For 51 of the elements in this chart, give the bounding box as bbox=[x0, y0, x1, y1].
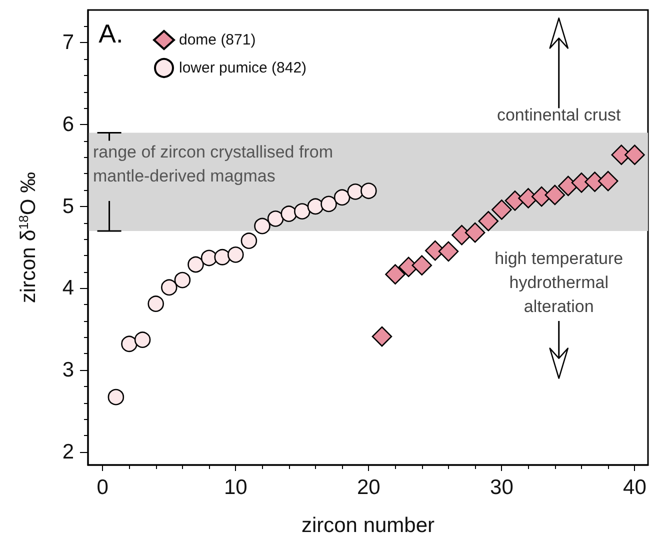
point bbox=[134, 332, 151, 348]
point bbox=[240, 232, 258, 249]
point bbox=[267, 210, 284, 227]
point bbox=[347, 184, 364, 200]
point bbox=[228, 246, 244, 263]
x-tick-label: 30 bbox=[490, 476, 514, 499]
x-tick-label: 20 bbox=[356, 476, 380, 499]
point bbox=[464, 222, 486, 243]
point bbox=[214, 248, 230, 266]
y-tick-label: 2 bbox=[62, 440, 74, 464]
point bbox=[360, 182, 377, 199]
point bbox=[307, 198, 324, 215]
point bbox=[188, 256, 204, 273]
x-axis-title: zircon number bbox=[301, 514, 435, 537]
point bbox=[121, 336, 138, 352]
point bbox=[492, 200, 512, 220]
point bbox=[624, 144, 645, 165]
x-tick-label: 40 bbox=[623, 476, 646, 499]
annotation: high temperature hydrothermal alteration bbox=[494, 248, 624, 318]
point bbox=[254, 218, 270, 234]
point bbox=[598, 170, 618, 192]
x-tick-label: 0 bbox=[96, 476, 108, 499]
point bbox=[478, 210, 499, 232]
point bbox=[108, 388, 124, 406]
annotation: continental crust bbox=[496, 105, 622, 124]
point bbox=[385, 264, 406, 284]
y-axis-title: zircon δ18O ‰ bbox=[16, 172, 40, 304]
point bbox=[452, 224, 472, 246]
y-tick-label: 3 bbox=[62, 358, 74, 382]
y-tick-label: 4 bbox=[62, 276, 74, 300]
point bbox=[334, 189, 350, 206]
point bbox=[161, 279, 178, 296]
annotation: A. bbox=[98, 18, 124, 49]
point bbox=[412, 255, 432, 276]
x-tick-label: 10 bbox=[224, 476, 248, 499]
legend-label: dome (871) bbox=[179, 32, 256, 48]
legend-label: lower pumice (842) bbox=[179, 60, 307, 76]
point bbox=[558, 176, 578, 196]
point bbox=[148, 296, 164, 312]
point bbox=[438, 241, 459, 262]
y-tick-label: 5 bbox=[62, 194, 74, 218]
point bbox=[200, 250, 218, 266]
point bbox=[174, 272, 191, 288]
y-tick-label: 7 bbox=[62, 31, 74, 54]
point bbox=[280, 206, 298, 222]
point bbox=[372, 326, 392, 347]
point bbox=[320, 196, 337, 212]
band-label: range of zircon crystallised from mantle-derived magmas bbox=[93, 142, 338, 186]
point bbox=[294, 203, 310, 220]
point bbox=[544, 184, 566, 206]
y-tick-label: 6 bbox=[62, 113, 74, 136]
